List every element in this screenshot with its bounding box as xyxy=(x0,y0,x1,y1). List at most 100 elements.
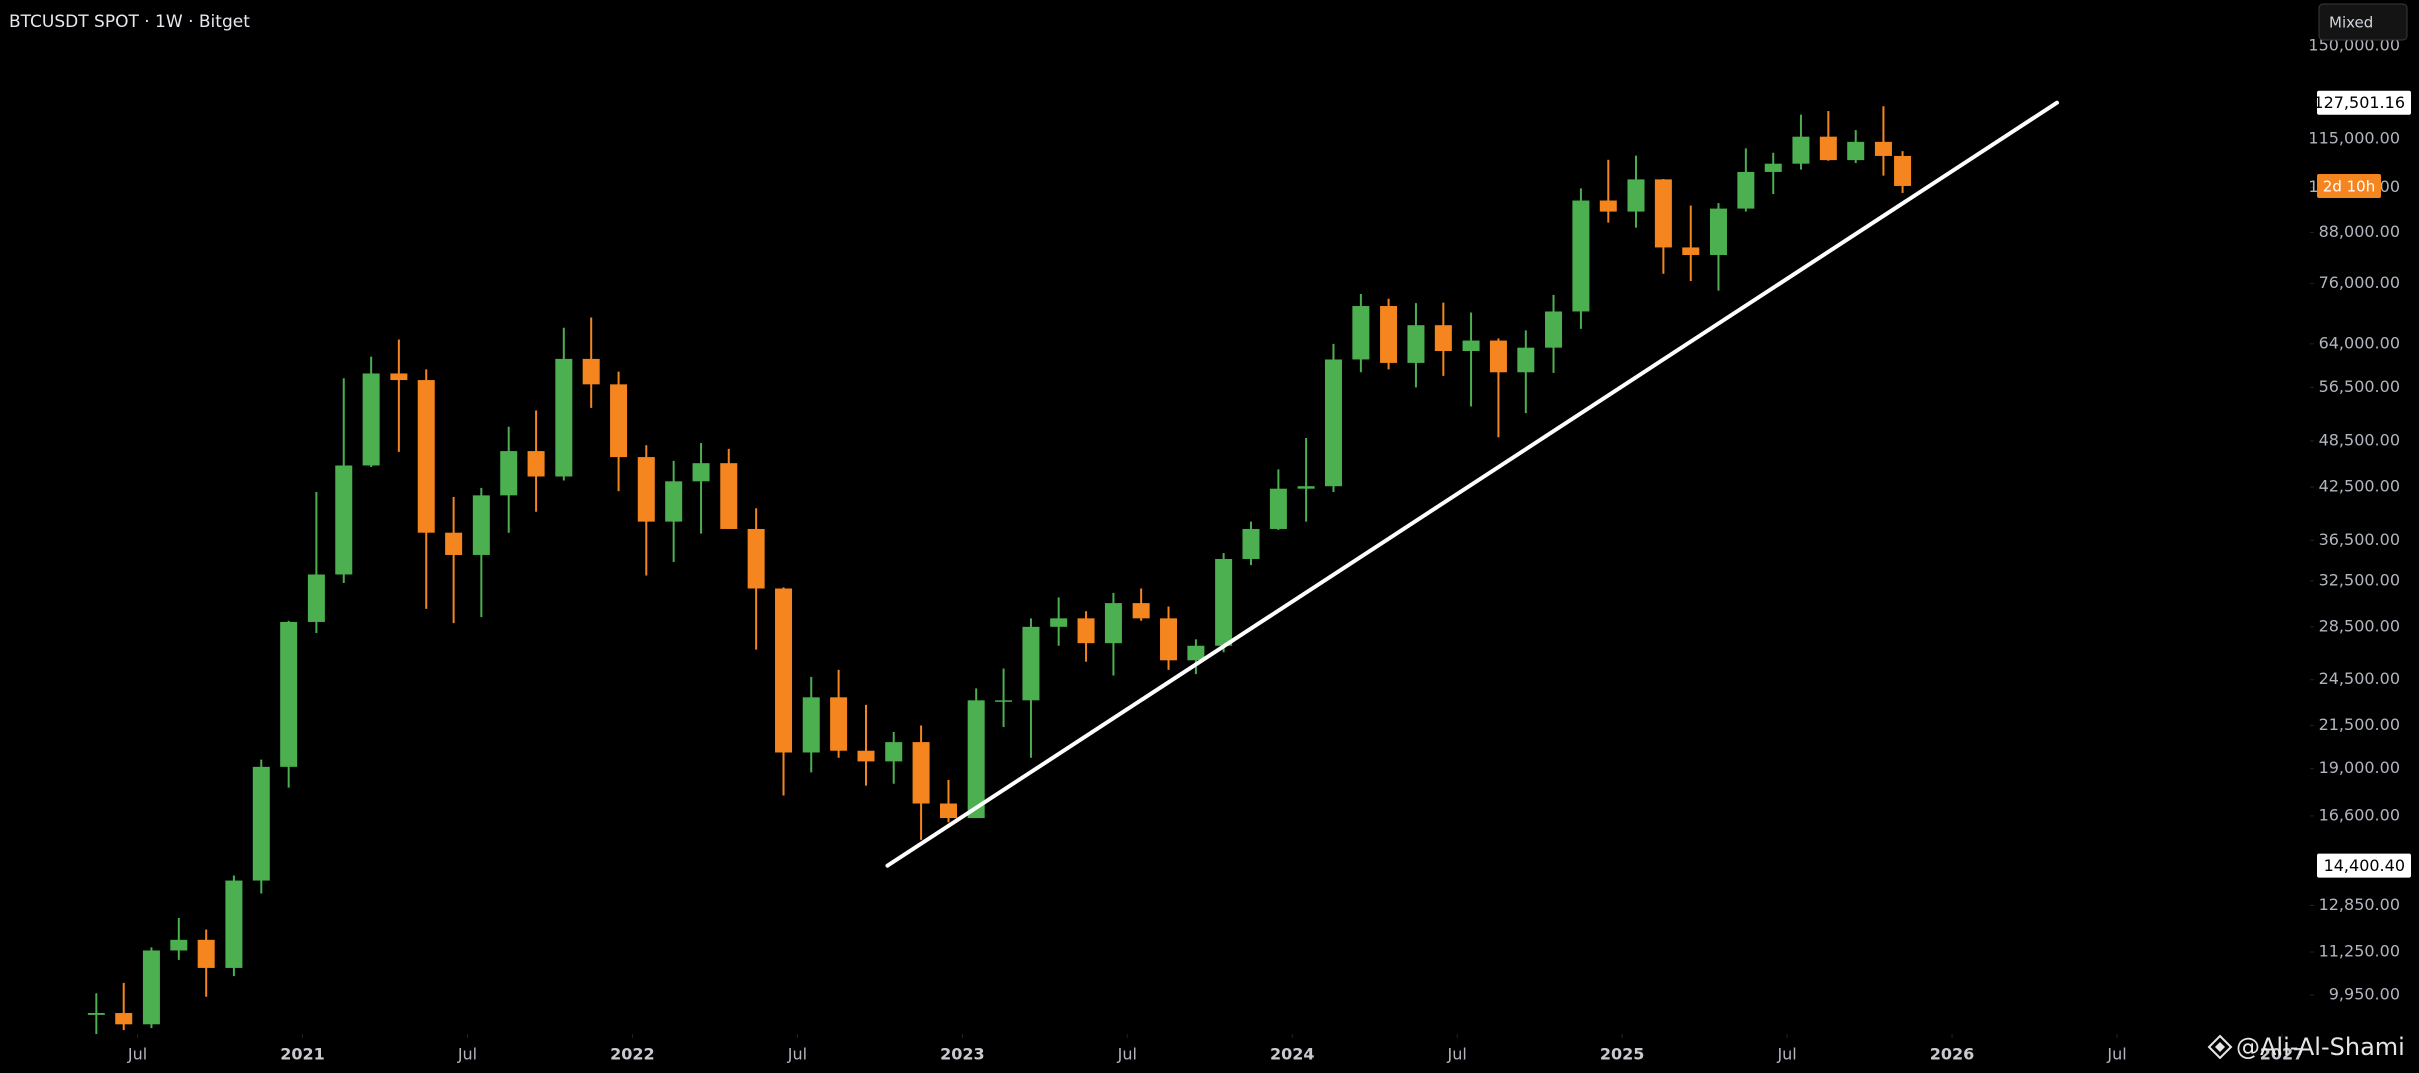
y-tick-label: 24,500.00 xyxy=(2319,669,2400,688)
candle-body xyxy=(1297,486,1315,489)
y-tick-label: 16,600.00 xyxy=(2319,805,2400,824)
x-tick-label: Jul xyxy=(457,1045,477,1064)
candle-body xyxy=(1627,179,1645,212)
x-tick-label: Jul xyxy=(127,1045,147,1064)
x-tick-label: 2023 xyxy=(940,1045,985,1064)
price-badges: 14,400.40 127,501.16 2d 10h xyxy=(2313,90,2411,878)
candle-body xyxy=(1187,645,1205,661)
candle-body xyxy=(1215,558,1233,646)
x-tick-label: 2024 xyxy=(1270,1045,1315,1064)
candle-body xyxy=(500,451,518,496)
candle-body xyxy=(775,588,793,753)
button-label[interactable]: Mixed xyxy=(2329,14,2373,32)
candle-body xyxy=(1407,325,1425,363)
x-tick-label: Jul xyxy=(787,1045,807,1064)
x-tick-label: 2026 xyxy=(1930,1045,1975,1064)
candle-body xyxy=(912,742,930,804)
candle-body xyxy=(1050,618,1068,627)
candle-body xyxy=(1077,618,1095,644)
candle-body xyxy=(280,621,298,767)
x-tick-label: 2021 xyxy=(280,1045,325,1064)
candle-body xyxy=(1324,359,1342,487)
candle-body xyxy=(967,700,985,819)
y-tick-label: 76,000.00 xyxy=(2319,273,2400,292)
candle-body xyxy=(1764,163,1782,172)
y-tick-label: 88,000.00 xyxy=(2319,222,2400,241)
candle-body xyxy=(1874,141,1892,156)
candle-body xyxy=(1462,340,1480,351)
candle-body xyxy=(1352,306,1370,360)
candle-body xyxy=(1682,247,1700,255)
candle-body xyxy=(527,451,545,477)
candle-body xyxy=(472,495,490,555)
x-tick-label: 2022 xyxy=(610,1045,655,1064)
candle-body xyxy=(197,939,215,968)
price-badge xyxy=(2317,853,2411,878)
candle-body xyxy=(225,880,243,968)
candle-body xyxy=(610,384,628,458)
y-tick-label: 9,950.00 xyxy=(2329,984,2400,1003)
price-badge-label: 14,400.40 xyxy=(2324,856,2405,875)
candle-body xyxy=(1160,618,1178,661)
candle-body xyxy=(335,465,353,575)
candle-body xyxy=(1709,208,1727,255)
candle-body xyxy=(390,373,408,381)
candle-body xyxy=(1517,347,1535,373)
chart-title: BTCUSDT SPOT · 1W · Bitget xyxy=(9,12,250,32)
candle-body xyxy=(362,373,380,466)
candle-body xyxy=(1269,488,1287,529)
y-tick-label: 56,500.00 xyxy=(2319,377,2400,396)
candle-body xyxy=(445,532,463,555)
candle-body xyxy=(417,380,435,533)
candle-body xyxy=(1489,340,1507,373)
candle-body xyxy=(1380,306,1398,363)
candle-body xyxy=(1894,155,1912,186)
button-frame[interactable] xyxy=(2318,3,2408,41)
candle-body xyxy=(802,697,820,753)
candle-body xyxy=(252,766,270,881)
candle-body xyxy=(1792,136,1810,164)
candle-body xyxy=(1545,311,1563,348)
y-tick-label: 64,000.00 xyxy=(2319,333,2400,352)
candle-body xyxy=(1104,603,1122,644)
candle-body xyxy=(555,358,573,477)
candle-body xyxy=(1819,136,1837,161)
candle-body xyxy=(665,481,683,522)
plot-area xyxy=(87,100,2059,1034)
candle-body xyxy=(1132,603,1150,619)
candle-body xyxy=(995,700,1013,702)
x-tick-label: Jul xyxy=(1117,1045,1137,1064)
candle-body xyxy=(857,750,875,762)
y-tick-label: 115,000.00 xyxy=(2308,128,2400,147)
y-tick-label: 42,500.00 xyxy=(2319,477,2400,496)
candle-body xyxy=(1242,528,1260,559)
candle-body xyxy=(747,528,765,589)
candle-body xyxy=(830,697,848,751)
candle-body xyxy=(582,358,600,385)
candle-body xyxy=(692,463,710,482)
trendline xyxy=(885,100,2059,868)
candle-body xyxy=(87,1013,105,1015)
x-tick-label: 2025 xyxy=(1600,1045,1645,1064)
candle-body xyxy=(1022,626,1040,701)
candle-body xyxy=(142,950,160,1025)
price-badge-label: 127,501.16 xyxy=(2313,93,2405,112)
candle-body xyxy=(720,463,738,529)
candle-body xyxy=(939,803,957,819)
y-tick-label: 11,250.00 xyxy=(2319,942,2400,961)
watermark: @Ali-Al-Shami xyxy=(2207,1033,2405,1061)
watermark-icon xyxy=(2207,1034,2233,1060)
y-tick-label: 32,500.00 xyxy=(2319,570,2400,589)
x-tick-label: Jul xyxy=(1776,1045,1796,1064)
y-tick-label: 48,500.00 xyxy=(2319,430,2400,449)
candle-body xyxy=(1599,200,1617,212)
candle-body xyxy=(170,939,188,951)
price-badge xyxy=(2317,90,2411,115)
mixed-button[interactable]: Mixed xyxy=(2318,3,2408,41)
countdown-label: 2d 10h xyxy=(2323,177,2375,195)
candle-body xyxy=(1654,179,1672,248)
candle-body xyxy=(1737,171,1755,209)
